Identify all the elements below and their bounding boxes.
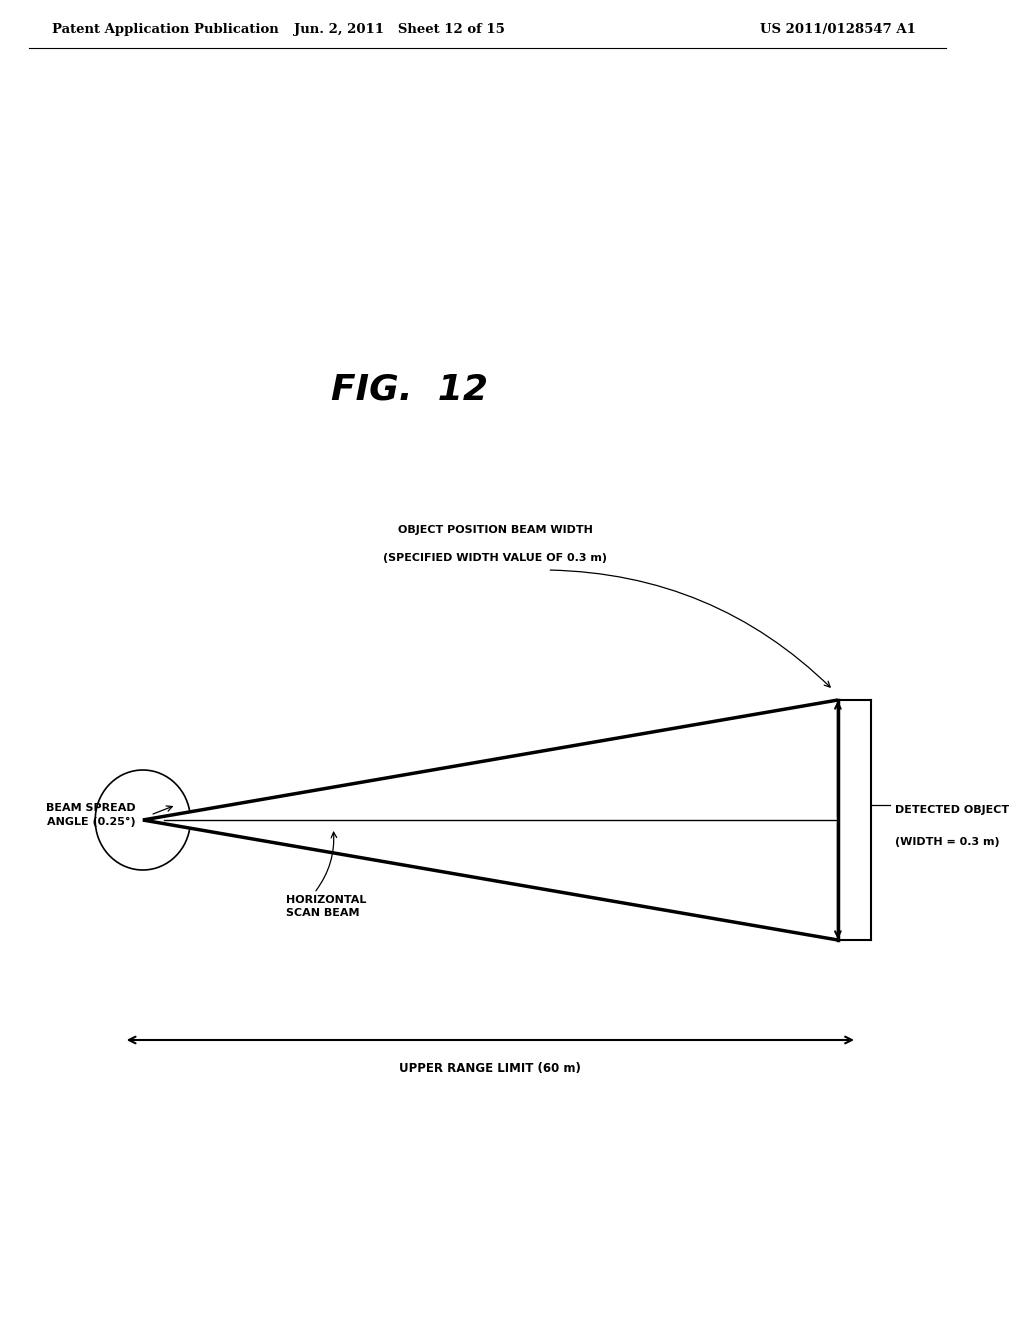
Text: (WIDTH = 0.3 m): (WIDTH = 0.3 m) [895, 837, 999, 847]
Text: Jun. 2, 2011   Sheet 12 of 15: Jun. 2, 2011 Sheet 12 of 15 [295, 24, 505, 37]
Text: BEAM SPREAD
ANGLE (0.25°): BEAM SPREAD ANGLE (0.25°) [46, 804, 135, 826]
Text: DETECTED OBJECT: DETECTED OBJECT [895, 805, 1009, 814]
Text: OBJECT POSITION BEAM WIDTH: OBJECT POSITION BEAM WIDTH [397, 525, 593, 535]
Text: UPPER RANGE LIMIT (60 m): UPPER RANGE LIMIT (60 m) [399, 1063, 582, 1074]
Text: FIG.  12: FIG. 12 [331, 374, 487, 407]
Text: HORIZONTAL
SCAN BEAM: HORIZONTAL SCAN BEAM [286, 895, 366, 919]
Text: US 2011/0128547 A1: US 2011/0128547 A1 [760, 24, 915, 37]
Text: (SPECIFIED WIDTH VALUE OF 0.3 m): (SPECIFIED WIDTH VALUE OF 0.3 m) [383, 553, 607, 564]
Text: Patent Application Publication: Patent Application Publication [52, 24, 280, 37]
